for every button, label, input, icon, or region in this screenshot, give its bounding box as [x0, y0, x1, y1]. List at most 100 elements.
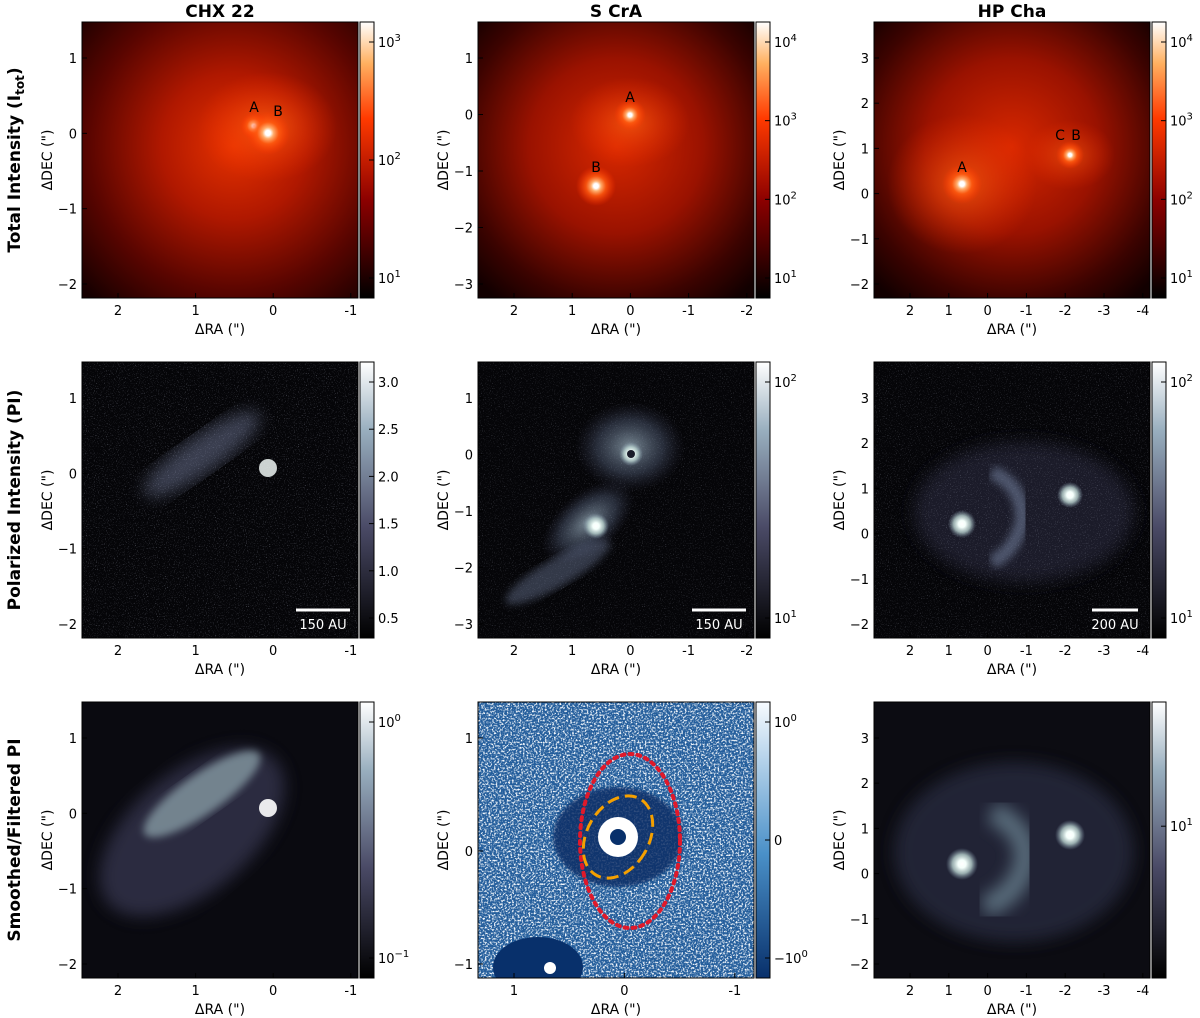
colorbar-tick-label: 101 — [378, 269, 401, 287]
row-title-total-intensity: Total Intensity (Itot) — [5, 67, 27, 252]
y-tick-label: 3 — [861, 732, 869, 747]
y-tick-label: −1 — [58, 883, 77, 898]
y-tick-label: 0 — [69, 127, 77, 142]
x-tick-label: 1 — [945, 644, 953, 659]
x-tick-label: 0 — [269, 644, 277, 659]
colorbar-tick-label: 102 — [774, 190, 797, 208]
x-tick-label: -2 — [1059, 984, 1072, 999]
star-label: A — [249, 100, 259, 116]
x-tick-label: 0 — [269, 304, 277, 319]
y-tick-label: 0 — [69, 467, 77, 482]
star-label: B — [591, 160, 601, 176]
x-tick-label: -4 — [1136, 304, 1149, 319]
colorbar — [1151, 701, 1167, 979]
y-tick-label: 1 — [465, 52, 473, 67]
x-axis-label: ΔRA (") — [987, 1002, 1037, 1018]
y-axis-label: ΔDEC (") — [436, 470, 452, 531]
x-tick-label: 2 — [510, 644, 518, 659]
panel-p22: 2 1 0 -1 -2 -3 -4 3 2 1 0 −1 −2 ΔRA (") ΔDEC (") 101 — [832, 701, 1193, 1018]
x-tick-label: 1 — [510, 984, 518, 999]
colorbar-tick-label: 2.5 — [378, 423, 399, 438]
y-tick-label: −1 — [58, 203, 77, 218]
x-tick-label: 2 — [114, 644, 122, 659]
x-tick-label: -1 — [1020, 984, 1033, 999]
y-tick-label: −2 — [850, 618, 869, 633]
panel-image — [82, 702, 358, 978]
colorbar-tick-label: 102 — [774, 373, 797, 391]
panel-image — [82, 22, 358, 298]
colorbar-tick-label: 2.0 — [378, 470, 399, 485]
y-tick-label: −1 — [454, 165, 473, 180]
x-tick-label: -1 — [682, 644, 695, 659]
x-axis-label: ΔRA (") — [591, 322, 641, 338]
y-tick-label: −1 — [454, 505, 473, 520]
y-tick-label: 0 — [465, 449, 473, 464]
panel-image — [874, 362, 1150, 638]
colorbar-tick-label: 104 — [1170, 33, 1193, 51]
y-tick-label: −1 — [850, 573, 869, 588]
y-tick-label: 1 — [861, 142, 869, 157]
x-tick-label: -2 — [1059, 304, 1072, 319]
x-tick-label: 2 — [510, 304, 518, 319]
column-title-hpcha: HP Cha — [978, 2, 1047, 22]
panel-p21: 1 0 -1 1 0 −1 ΔRA (") ΔDEC (") 100 0 −100 — [436, 701, 808, 1018]
y-tick-label: 1 — [69, 392, 77, 407]
panel-p12: 200 AU 2 1 0 -1 -2 -3 -4 3 2 1 0 −1 −2 ΔRA (") ΔDEC (")… — [832, 361, 1193, 678]
y-axis-label: ΔDEC (") — [436, 810, 452, 871]
colorbar-tick-label: 3.0 — [378, 376, 399, 391]
colorbar-tick-label: 102 — [1170, 373, 1193, 391]
panel-frame — [81, 701, 359, 979]
x-tick-label: -1 — [728, 984, 741, 999]
colorbar-tick-label: 101 — [1170, 609, 1193, 627]
y-tick-label: −2 — [58, 618, 77, 633]
panel-image — [874, 702, 1150, 978]
x-tick-label: 0 — [626, 304, 634, 319]
y-tick-label: 3 — [861, 392, 869, 407]
x-tick-label: 1 — [945, 984, 953, 999]
panel-p11: 150 AU 2 1 0 -1 -2 1 0 −1 −2 −3 ΔRA (") ΔDEC (") 102 1… — [436, 361, 797, 678]
y-tick-label: −1 — [454, 958, 473, 973]
y-tick-label: 2 — [861, 97, 869, 112]
column-title-chx22: CHX 22 — [185, 2, 254, 22]
x-tick-label: 2 — [906, 644, 914, 659]
y-tick-label: −1 — [58, 543, 77, 558]
x-tick-label: -3 — [1098, 644, 1111, 659]
colorbar-tick-label: 10−1 — [378, 949, 409, 967]
y-tick-label: 0 — [465, 109, 473, 124]
panel-frame — [477, 21, 755, 299]
y-tick-label: −2 — [454, 222, 473, 237]
x-axis-label: ΔRA (") — [987, 322, 1037, 338]
panel-frame — [477, 361, 755, 639]
colorbar-tick-label: 0.5 — [378, 612, 399, 627]
panel-image — [478, 22, 754, 298]
panel-frame — [81, 21, 359, 299]
x-tick-label: 1 — [945, 304, 953, 319]
colorbar-tick-label: 101 — [774, 609, 797, 627]
row-title-smoothed-pi: Smoothed/Filtered PI — [5, 738, 25, 941]
x-tick-label: 2 — [114, 984, 122, 999]
x-tick-label: -1 — [682, 304, 695, 319]
panel-image — [874, 22, 1150, 298]
y-tick-label: 0 — [861, 868, 869, 883]
x-tick-label: -2 — [1059, 644, 1072, 659]
y-tick-label: 0 — [69, 807, 77, 822]
x-tick-label: 0 — [983, 644, 991, 659]
x-tick-label: -1 — [344, 984, 357, 999]
y-tick-label: −2 — [850, 958, 869, 973]
y-tick-label: −2 — [850, 278, 869, 293]
x-axis-label: ΔRA (") — [195, 322, 245, 338]
y-tick-label: −3 — [454, 618, 473, 633]
y-tick-label: 0 — [861, 188, 869, 203]
x-tick-label: 0 — [626, 644, 634, 659]
panel-p00: A B 2 1 0 -1 1 0 −1 −2 ΔRA (") ΔDEC (") 103 102 101 — [40, 21, 401, 338]
x-tick-label: -4 — [1136, 644, 1149, 659]
panel-p01: A B 2 1 0 -1 -2 1 0 −1 −2 −3 ΔRA (") ΔDEC (") 104 103 10… — [436, 21, 797, 338]
colorbar-tick-label: 102 — [378, 151, 401, 169]
y-axis-label: ΔDEC (") — [832, 130, 848, 191]
y-tick-label: −2 — [58, 278, 77, 293]
x-axis-label: ΔRA (") — [591, 662, 641, 678]
colorbar-tick-label: 103 — [774, 112, 797, 130]
star-label: A — [625, 90, 635, 106]
x-axis-label: ΔRA (") — [987, 662, 1037, 678]
